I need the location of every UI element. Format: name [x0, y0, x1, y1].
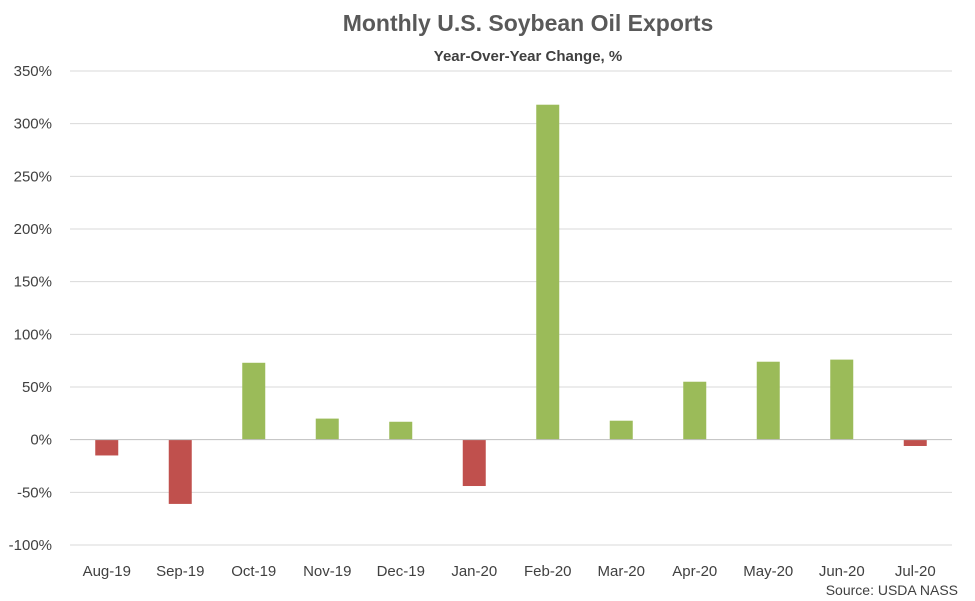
- gridlines: [70, 70, 952, 546]
- bars: [95, 104, 927, 504]
- y-tick-label: 350%: [14, 63, 52, 80]
- y-axis: 350% 300% 250% 200% 150% 100% 50% 0% -50% -100%: [9, 63, 52, 554]
- bar: [903, 439, 927, 446]
- x-tick-label: Aug-19: [83, 563, 131, 580]
- x-axis: Aug-19 Sep-19 Oct-19 Nov-19 Dec-19 Jan-20 Feb-…: [83, 563, 936, 580]
- x-tick-label: Sep-19: [156, 563, 204, 580]
- bar: [830, 359, 854, 440]
- x-tick-label: Mar-20: [597, 563, 645, 580]
- x-tick-label: Jun-20: [819, 563, 865, 580]
- y-tick-label: 0%: [30, 432, 52, 449]
- x-tick-label: Jul-20: [895, 563, 936, 580]
- bar: [168, 439, 192, 504]
- y-tick-label: 300%: [14, 116, 52, 133]
- y-tick-label: -50%: [17, 484, 52, 501]
- source-note: Source: USDA NASS: [826, 582, 958, 598]
- x-tick-label: Feb-20: [524, 563, 572, 580]
- bar: [315, 418, 339, 440]
- x-tick-label: Apr-20: [672, 563, 717, 580]
- bar: [756, 361, 780, 440]
- chart-title: Monthly U.S. Soybean Oil Exports: [343, 10, 714, 36]
- x-tick-label: Nov-19: [303, 563, 351, 580]
- y-tick-label: 200%: [14, 221, 52, 238]
- bar: [95, 439, 119, 456]
- y-tick-label: -100%: [9, 537, 52, 554]
- x-tick-label: May-20: [743, 563, 793, 580]
- bar: [683, 381, 707, 440]
- x-tick-label: Oct-19: [231, 563, 276, 580]
- y-tick-label: 100%: [14, 326, 52, 343]
- y-tick-label: 50%: [22, 379, 52, 396]
- bar: [609, 420, 633, 440]
- x-tick-label: Jan-20: [451, 563, 497, 580]
- y-tick-label: 250%: [14, 168, 52, 185]
- bar: [536, 104, 560, 440]
- bar: [462, 439, 486, 487]
- bar: [242, 362, 266, 440]
- chart-subtitle: Year-Over-Year Change, %: [434, 48, 622, 65]
- bar: [389, 421, 413, 440]
- y-tick-label: 150%: [14, 274, 52, 291]
- x-tick-label: Dec-19: [377, 563, 425, 580]
